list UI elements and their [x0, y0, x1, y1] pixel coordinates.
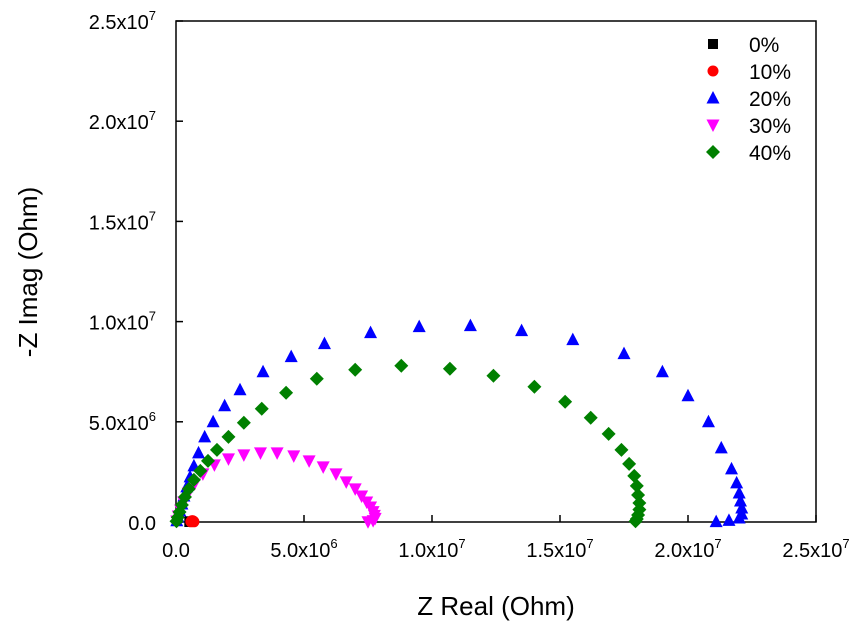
axis-ticks: 0.0 5.0x106 1.0x107 1.5x107 2.0x107 2.5x107 0.… [89, 8, 850, 562]
data-point [364, 325, 378, 339]
data-point [201, 453, 215, 468]
legend-marker [707, 65, 719, 77]
data-point [181, 481, 196, 496]
data-point [732, 485, 746, 499]
data-point [192, 445, 206, 459]
series-30pct [170, 447, 382, 529]
legend-marker [706, 119, 720, 132]
data-point [302, 455, 316, 468]
series-40pct [169, 358, 647, 529]
x-tick-label: 2.5x107 [782, 536, 849, 562]
data-point [348, 362, 363, 377]
data-point [218, 398, 232, 412]
data-point [237, 449, 251, 462]
data-marks [169, 318, 749, 529]
data-point [348, 483, 362, 496]
data-point [614, 442, 629, 457]
data-point [558, 394, 573, 409]
data-point [463, 318, 477, 332]
x-tick-label: 0.0 [162, 540, 190, 562]
data-point [394, 358, 409, 373]
data-point [412, 319, 426, 333]
data-point [627, 468, 642, 483]
data-point [361, 516, 375, 529]
data-point [583, 410, 598, 425]
legend-label: 10% [749, 61, 791, 84]
data-point [339, 476, 353, 489]
legend-label: 0% [749, 34, 779, 57]
data-point [730, 475, 744, 489]
data-point [733, 493, 747, 507]
data-point [188, 516, 200, 528]
x-tick-label: 1.0x107 [398, 536, 465, 562]
y-axis-title: -Z Imag (Ohm) [13, 187, 43, 357]
data-point [221, 453, 235, 466]
data-point [233, 382, 247, 396]
data-point [709, 514, 723, 528]
data-point [209, 442, 224, 457]
data-point [287, 450, 301, 463]
data-point [309, 371, 324, 386]
legend: 0% 10% 20% 30% 40% [706, 34, 791, 165]
data-point [701, 414, 715, 428]
data-point [566, 332, 580, 346]
data-point [284, 349, 298, 363]
y-tick-label: 1.5x107 [89, 208, 156, 234]
data-point [714, 440, 728, 454]
series-20pct [170, 318, 749, 528]
data-point [722, 513, 736, 526]
legend-label: 40% [749, 142, 791, 165]
legend-marker [708, 39, 718, 49]
x-tick-label: 2.0x107 [654, 536, 721, 562]
data-point [628, 514, 643, 529]
data-point [655, 364, 669, 378]
data-point [198, 429, 212, 443]
data-point [193, 463, 208, 478]
series-10pct [185, 515, 200, 528]
y-tick-label: 1.0x107 [89, 309, 156, 335]
x-tick-label: 5.0x106 [270, 536, 337, 562]
data-point [316, 461, 330, 474]
y-tick-label: 0.0 [128, 513, 156, 535]
data-point [732, 510, 746, 524]
x-axis-title: Z Real (Ohm) [417, 591, 574, 621]
y-tick-label: 5.0x106 [89, 409, 156, 435]
x-tick-label: 1.5x107 [526, 536, 593, 562]
data-point [186, 472, 201, 487]
plot-frame [175, 20, 817, 523]
data-point [681, 388, 695, 402]
data-point [486, 368, 501, 383]
data-point [317, 336, 331, 350]
data-point [629, 478, 644, 493]
data-point [253, 447, 267, 460]
data-point [617, 346, 631, 360]
data-point [236, 415, 251, 430]
y-tick-label: 2.0x107 [89, 108, 156, 134]
data-point [256, 364, 270, 378]
data-point [442, 361, 457, 376]
legend-marker [706, 145, 720, 159]
data-point [206, 414, 220, 428]
legend-marker [706, 91, 720, 104]
data-point [221, 429, 236, 444]
data-point [725, 461, 739, 475]
data-point [515, 323, 529, 337]
data-point [527, 379, 542, 394]
data-point [329, 468, 343, 481]
legend-label: 20% [749, 88, 791, 111]
legend-label: 30% [749, 115, 791, 138]
data-point [279, 385, 294, 400]
data-point [254, 401, 269, 416]
data-point [270, 447, 284, 460]
data-point [622, 456, 637, 471]
y-tick-label: 2.5x107 [89, 8, 156, 34]
data-point [601, 426, 616, 441]
